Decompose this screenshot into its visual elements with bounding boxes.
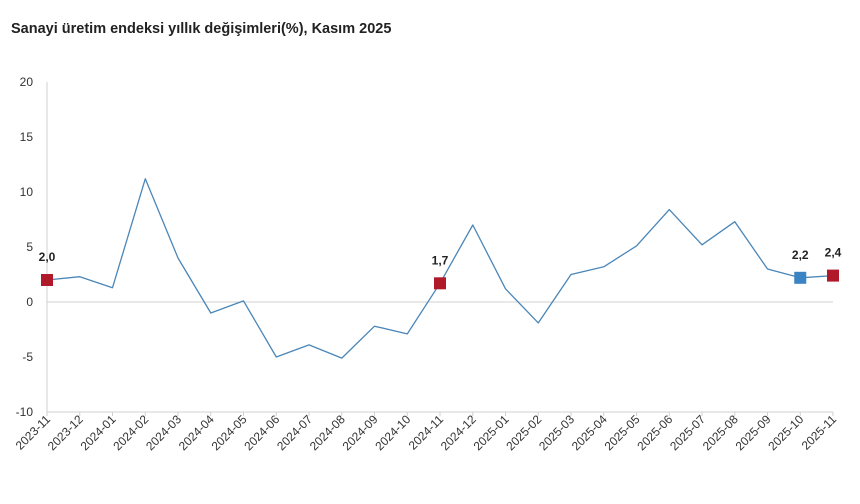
y-tick-label: 0	[26, 295, 33, 309]
y-tick-label: 5	[26, 240, 33, 254]
y-tick-label: -10	[16, 405, 34, 419]
y-tick-label: 20	[20, 75, 34, 89]
y-tick-label: 10	[20, 185, 34, 199]
data-label: 2,4	[825, 246, 842, 260]
data-label: 1,7	[432, 253, 449, 267]
y-tick-label: -5	[22, 350, 33, 364]
data-label: 2,0	[39, 250, 56, 264]
data-point-marker	[794, 271, 807, 284]
x-tick-label: 2025-11	[799, 412, 840, 453]
y-tick-label: 15	[20, 130, 34, 144]
data-point-marker	[41, 274, 53, 286]
series-line	[46, 178, 834, 359]
x-tick-label: 2024-10	[372, 412, 413, 453]
data-point-marker	[434, 277, 446, 290]
x-tick-label: 2025-10	[765, 412, 806, 453]
data-point-marker	[827, 269, 839, 282]
data-label: 2,2	[792, 248, 809, 262]
chart-title: Sanayi üretim endeksi yıllık değişimleri…	[11, 21, 392, 37]
